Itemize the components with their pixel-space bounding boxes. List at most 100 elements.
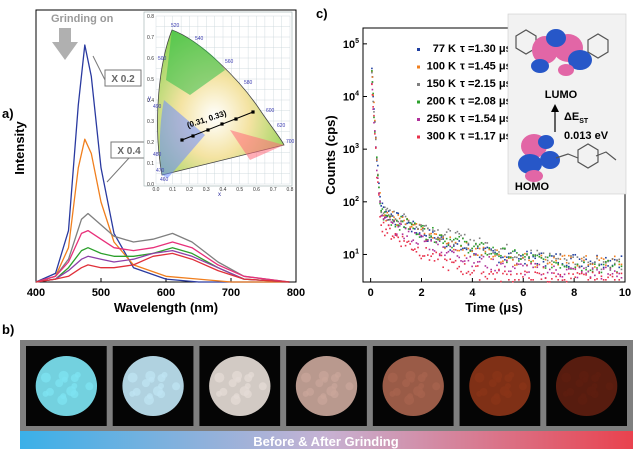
panel-a-xtick-label: 600 <box>157 287 175 299</box>
decay-point <box>502 260 504 262</box>
decay-point <box>516 264 518 266</box>
decay-point <box>570 255 572 257</box>
decay-point <box>386 219 389 221</box>
decay-point <box>465 241 468 244</box>
decay-point <box>404 244 407 247</box>
decay-point <box>454 259 457 262</box>
decay-point <box>414 223 416 225</box>
powder-sample <box>469 356 531 416</box>
powder-grain <box>61 376 68 383</box>
decay-point <box>559 258 562 260</box>
decay-point <box>375 137 377 139</box>
decay-point <box>600 275 603 278</box>
decay-point <box>514 264 516 267</box>
decay-point <box>486 277 489 280</box>
decay-point <box>437 258 439 261</box>
decay-point <box>404 227 407 230</box>
decay-point <box>445 231 448 233</box>
decay-point <box>482 255 485 258</box>
decay-point <box>422 230 424 232</box>
decay-point <box>478 260 481 263</box>
decay-point <box>420 225 423 228</box>
powder-grain <box>326 386 337 397</box>
decay-point <box>528 277 530 279</box>
decay-point <box>526 254 528 256</box>
decay-point <box>401 215 404 217</box>
decay-point <box>576 264 579 267</box>
decay-point <box>557 279 559 281</box>
decay-point <box>504 270 506 273</box>
decay-point <box>377 181 379 183</box>
decay-point <box>387 219 390 221</box>
decay-point <box>587 270 590 273</box>
delta-est-value: 0.013 eV <box>564 130 609 142</box>
decay-point <box>538 272 541 275</box>
decay-point <box>444 258 446 261</box>
powder-grain <box>172 382 181 391</box>
decay-point <box>536 249 539 252</box>
panel-c-ytick-label: 101 <box>343 248 359 261</box>
decay-point <box>378 182 380 185</box>
decay-point <box>506 273 508 276</box>
cie-ticks: 0.0 0.1 0.2 0.3 0.4 0.5 0.6 0.7 0.8 0.0 0.1 0.2 0.3 0… <box>147 14 294 193</box>
decay-point <box>438 237 441 240</box>
decay-point <box>570 267 572 269</box>
decay-point <box>412 227 415 230</box>
decay-point <box>565 259 568 261</box>
decay-point <box>572 273 574 275</box>
panel-a-xtick-label: 400 <box>27 287 45 299</box>
decay-point <box>494 269 496 272</box>
decay-point <box>393 236 395 239</box>
decay-point <box>385 228 387 231</box>
decay-point <box>602 279 605 281</box>
powder-grain <box>518 382 527 391</box>
decay-point <box>546 259 549 262</box>
decay-point <box>390 215 393 217</box>
decay-point <box>486 266 489 269</box>
decay-point <box>576 276 579 279</box>
decay-point <box>404 215 407 218</box>
decay-point <box>447 228 450 231</box>
delta-est-label: ΔEST <box>564 111 589 125</box>
decay-point <box>394 223 397 226</box>
decay-point <box>526 253 528 255</box>
decay-point <box>548 268 551 271</box>
decay-point <box>423 240 426 243</box>
decay-point <box>435 233 438 235</box>
decay-point <box>449 229 452 232</box>
powder-grain <box>402 379 411 388</box>
cie-ytick-label: 0.4 <box>147 98 154 104</box>
decay-point <box>551 272 553 274</box>
panel-b: b) Before & After Grinding <box>2 322 633 449</box>
decay-point <box>532 254 534 256</box>
decay-point <box>437 243 439 246</box>
decay-point <box>583 267 585 270</box>
decay-point <box>496 264 498 267</box>
decay-point <box>378 186 380 189</box>
decay-point <box>476 247 479 249</box>
panel-c-xtick-label: 8 <box>571 287 577 299</box>
decay-point <box>578 265 581 268</box>
decay-point <box>440 236 443 238</box>
cie-locus-label: 560 <box>225 59 234 65</box>
decay-point <box>440 238 443 240</box>
panel-c-xticks: 0 2 4 6 8 10 <box>368 278 631 299</box>
decay-point <box>607 273 609 275</box>
powder-grain <box>85 382 94 391</box>
decay-point <box>506 261 508 264</box>
decay-point <box>476 265 479 267</box>
decay-point <box>420 224 423 226</box>
decay-point <box>500 280 502 283</box>
decay-point <box>576 272 579 274</box>
decay-point <box>433 230 436 232</box>
powder-sample <box>209 356 271 416</box>
cie-locus-label: 700 <box>286 139 295 145</box>
decay-point <box>442 246 444 248</box>
decay-point <box>456 230 459 233</box>
decay-point <box>607 265 609 267</box>
decay-point <box>536 271 539 274</box>
decay-point <box>382 206 385 208</box>
decay-point <box>492 252 494 254</box>
decay-point <box>379 192 381 194</box>
legend-marker <box>417 135 420 139</box>
